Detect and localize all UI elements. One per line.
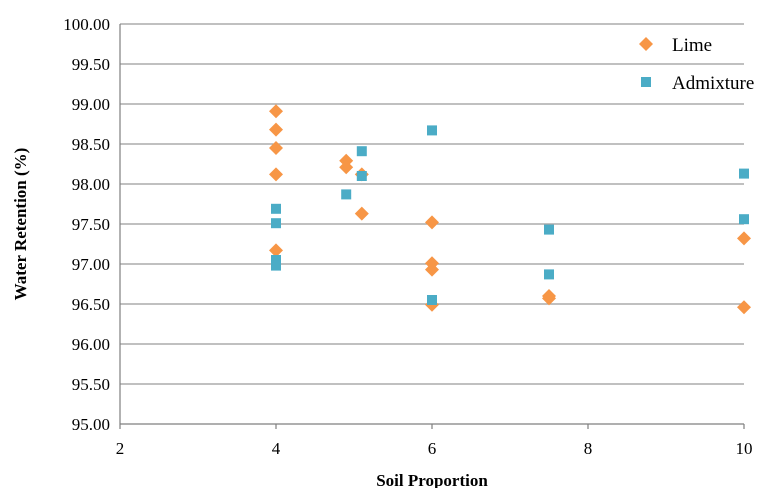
admixture-point — [271, 203, 281, 214]
y-tick-label: 99.00 — [72, 95, 110, 114]
admixture-point — [544, 224, 554, 235]
lime-point — [269, 167, 283, 182]
lime-point — [737, 231, 751, 246]
admixture-point — [271, 260, 281, 271]
lime-point — [354, 206, 369, 221]
x-tick-label: 2 — [116, 439, 125, 458]
admixture-point — [356, 146, 367, 157]
lime-point — [269, 122, 283, 137]
y-axis-label: Water Retention (%) — [11, 148, 30, 301]
lime-point — [269, 243, 283, 258]
y-tick-label: 95.50 — [72, 375, 110, 394]
lime-point — [425, 262, 439, 277]
y-tick-label: 95.00 — [72, 415, 110, 434]
y-tick-label: 98.50 — [72, 135, 110, 154]
y-tick-label: 96.00 — [72, 335, 110, 354]
y-tick-label: 100.00 — [63, 15, 110, 34]
admixture-point — [427, 295, 437, 305]
admixture-point — [341, 189, 352, 200]
admixture-point — [356, 171, 367, 181]
legend-admixture-label: Admixture — [672, 73, 754, 94]
x-axis-ticks: 2 4 6 8 10 — [116, 424, 753, 458]
legend-admixture-marker — [641, 77, 651, 87]
y-tick-label: 98.00 — [72, 175, 110, 194]
lime-point — [737, 300, 751, 315]
y-tick-label: 97.50 — [72, 215, 110, 234]
y-axis-ticks: 95.00 95.50 96.00 96.50 97.00 97.50 98.00 98.50… — [63, 15, 110, 434]
x-tick-label: 6 — [428, 439, 437, 458]
legend-lime-label: Lime — [672, 35, 712, 56]
admixture-point — [739, 214, 749, 225]
y-tick-label: 99.50 — [72, 55, 110, 74]
lime-point — [339, 160, 354, 175]
data-points — [269, 104, 751, 315]
admixture-point — [271, 218, 281, 229]
legend-lime-marker — [639, 37, 653, 51]
x-tick-label: 4 — [272, 439, 281, 458]
admixture-point — [544, 269, 554, 280]
y-tick-label: 96.50 — [72, 295, 110, 314]
lime-point — [542, 291, 556, 306]
admixture-point — [427, 125, 437, 136]
legend: Lime Admixture — [639, 35, 754, 94]
y-tick-label: 97.00 — [72, 255, 110, 274]
admixture-point — [271, 255, 281, 265]
lime-point — [269, 141, 283, 155]
x-tick-label: 8 — [584, 439, 593, 458]
x-tick-label: 10 — [736, 439, 753, 458]
lime-point — [269, 104, 283, 119]
admixture-point — [739, 168, 749, 179]
lime-point — [425, 215, 439, 230]
x-axis-label: Soil Proportion — [376, 471, 488, 488]
